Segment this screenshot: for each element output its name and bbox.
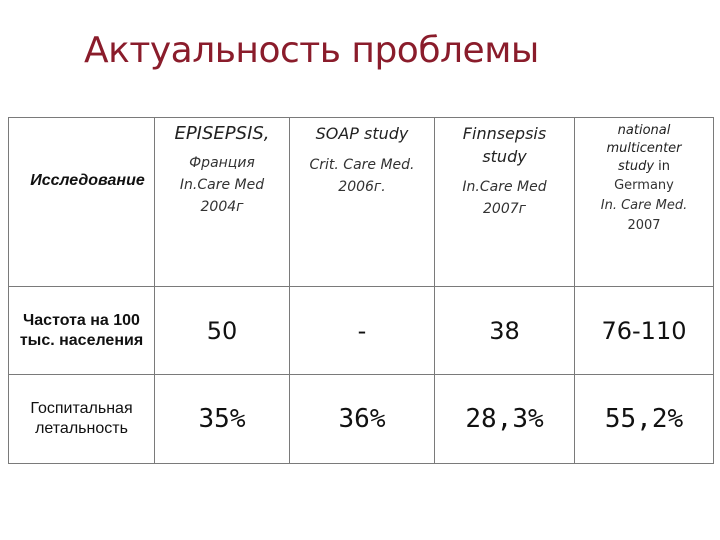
row-label-mortality: Госпитальная летальность — [8, 374, 155, 464]
table-header-row: Исследование EPISEPSIS, Франция In.Care … — [8, 117, 714, 287]
table-cell: 36% — [289, 374, 435, 464]
table-cell: 50 — [154, 286, 290, 375]
table-cell: 76-110 — [574, 286, 714, 375]
column-header-episepsis: EPISEPSIS, Франция In.Care Med 2004г — [154, 117, 290, 287]
column-name: national multicenter study — [606, 123, 682, 174]
column-journal: In.Care Med — [462, 179, 547, 195]
table-row: Частота на 100 тыс. населения 50 - 38 76… — [8, 286, 714, 375]
row-label-incidence: Частота на 100 тыс. населения — [8, 286, 155, 375]
table-cell: 28,3% — [434, 374, 575, 464]
corner-label: Исследование — [8, 117, 155, 287]
page-title: Актуальность проблемы — [84, 30, 539, 71]
column-year: 2007 — [627, 218, 661, 233]
column-name: SOAP study — [315, 124, 409, 143]
column-name: EPISEPSIS, — [174, 123, 270, 144]
column-name: Finnsepsis study — [462, 124, 547, 166]
table-cell: 35% — [154, 374, 290, 464]
column-year: 2007г — [483, 201, 526, 217]
column-header-finnsepsis: Finnsepsis study In.Care Med 2007г — [434, 117, 575, 287]
column-country: Франция — [189, 155, 255, 171]
column-journal: Crit. Care Med. — [309, 157, 415, 173]
column-journal: In.Care Med — [179, 177, 265, 193]
table-cell: - — [289, 286, 435, 375]
column-header-soap: SOAP study Crit. Care Med. 2006г. — [289, 117, 435, 287]
comparison-table: Исследование EPISEPSIS, Франция In.Care … — [8, 117, 714, 464]
column-year: 2004г — [200, 199, 244, 215]
column-name-tail: in — [658, 159, 671, 174]
column-header-germany: national multicenter study in Germany In… — [574, 117, 714, 287]
table-cell: 55,2% — [574, 374, 714, 464]
column-year: 2006г. — [338, 179, 386, 195]
table-row: Госпитальная летальность 35% 36% 28,3% 5… — [8, 374, 714, 464]
column-journal: In. Care Med. — [600, 198, 688, 213]
table-cell: 38 — [434, 286, 575, 375]
column-country: Germany — [614, 178, 674, 193]
